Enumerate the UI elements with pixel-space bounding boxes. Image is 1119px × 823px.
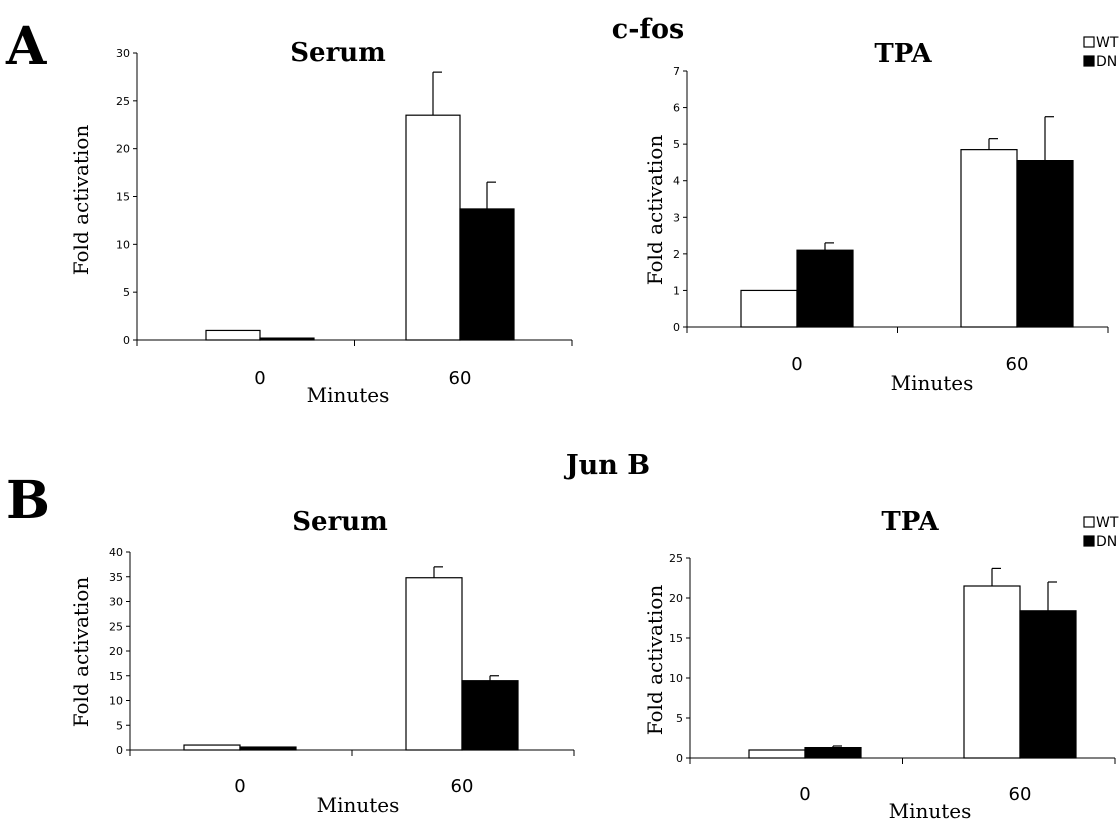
bar-dn	[461, 680, 519, 751]
x-category-label: 0	[799, 784, 810, 805]
y-tick-label: 35	[109, 571, 123, 584]
bar-wt	[748, 749, 806, 759]
gene-title-junb: Jun B	[564, 450, 650, 481]
y-axis-label: Fold activation	[69, 125, 93, 276]
y-tick-label: 25	[109, 620, 123, 633]
bar-wt	[405, 114, 461, 341]
bar-wt	[405, 577, 463, 751]
x-category-label: 0	[791, 354, 802, 375]
y-tick-label: 1	[673, 284, 680, 297]
bar-wt	[963, 585, 1021, 759]
x-axis-label: Minutes	[307, 383, 390, 407]
panel-letter-a: A	[5, 16, 47, 77]
y-tick-label: 25	[669, 552, 683, 565]
x-category-label: 60	[1006, 354, 1029, 375]
x-category-label: 0	[234, 776, 245, 797]
y-tick-label: 30	[109, 596, 123, 609]
y-tick-label: 10	[116, 238, 130, 251]
bar-dn	[259, 337, 315, 341]
legend-dn-swatch	[1083, 535, 1095, 547]
chart-title: Serum	[290, 38, 385, 68]
y-tick-label: 2	[673, 248, 680, 261]
legend-dn-label: DN	[1096, 534, 1117, 550]
y-tick-label: 0	[673, 321, 680, 334]
chart-junb-tpa: TPA 0 5 10 15 20 25 0 60 Minutes Fold activation	[643, 507, 1116, 823]
legend-dn-swatch	[1083, 55, 1095, 67]
bar-dn	[804, 746, 862, 759]
y-tick-label: 10	[109, 695, 123, 708]
bar-wt	[183, 744, 241, 751]
y-tick-label: 15	[116, 191, 130, 204]
y-tick-label: 15	[109, 670, 123, 683]
y-tick-label: 5	[123, 286, 130, 299]
y-tick-label: 20	[109, 645, 123, 658]
y-tick-label: 0	[123, 334, 130, 347]
y-tick-label: 10	[669, 672, 683, 685]
gene-title-cfos: c-fos	[612, 14, 684, 45]
x-category-label: 60	[1009, 784, 1032, 805]
legend-dn-label: DN	[1096, 54, 1117, 70]
y-tick-label: 0	[676, 752, 683, 765]
y-tick-label: 3	[673, 211, 680, 224]
x-axis-label: Minutes	[891, 371, 974, 395]
chart-title: TPA	[874, 39, 932, 69]
bar-dn	[459, 208, 515, 341]
y-axis-label: Fold activation	[69, 577, 93, 728]
x-category-label: 60	[451, 776, 474, 797]
x-category-label: 60	[449, 368, 472, 389]
bar-dn	[1019, 610, 1077, 759]
legend-wt-swatch	[1083, 516, 1095, 528]
y-axis-label: Fold activation	[643, 585, 667, 736]
bar-wt	[740, 289, 798, 328]
bar-wt	[205, 329, 261, 341]
x-axis-label: Minutes	[889, 799, 972, 823]
legend-junb: WT DN	[1083, 515, 1119, 550]
y-tick-label: 40	[109, 546, 123, 559]
bar-dn	[796, 249, 854, 328]
chart-cfos-tpa: TPA 0 1 2 3 4 5 6 7 0 60 Minutes Fold activation	[643, 39, 1109, 395]
bar-dn	[239, 746, 297, 751]
y-tick-label: 20	[669, 592, 683, 605]
y-tick-label: 5	[116, 719, 123, 732]
x-axis-label: Minutes	[317, 793, 400, 817]
y-tick-label: 15	[669, 632, 683, 645]
y-tick-label: 20	[116, 143, 130, 156]
y-tick-label: 7	[673, 65, 680, 78]
bar-dn	[1016, 160, 1074, 328]
y-tick-label: 6	[673, 102, 680, 115]
y-tick-label: 30	[116, 47, 130, 60]
legend-wt-swatch	[1083, 36, 1095, 48]
y-tick-label: 5	[673, 138, 680, 151]
y-tick-label: 0	[116, 744, 123, 757]
panel-letter-b: B	[6, 470, 50, 531]
legend-wt-label: WT	[1096, 35, 1119, 51]
chart-junb-serum: Serum 0 5 10 15 20 25 30 35 40 0 60 Minutes Fold acti…	[69, 507, 575, 817]
chart-cfos-serum: Serum 0 5 10 15 20 25 30 0 60 Minutes Fold activati…	[69, 38, 573, 407]
y-tick-label: 5	[676, 712, 683, 725]
bar-wt	[960, 149, 1018, 328]
x-category-label: 0	[254, 368, 265, 389]
y-axis-label: Fold activation	[643, 135, 667, 286]
y-tick-label: 25	[116, 95, 130, 108]
legend-wt-label: WT	[1096, 515, 1119, 531]
legend-cfos: WT DN	[1083, 35, 1119, 70]
chart-title: TPA	[881, 507, 939, 537]
chart-title: Serum	[292, 507, 387, 537]
y-tick-label: 4	[673, 175, 680, 188]
